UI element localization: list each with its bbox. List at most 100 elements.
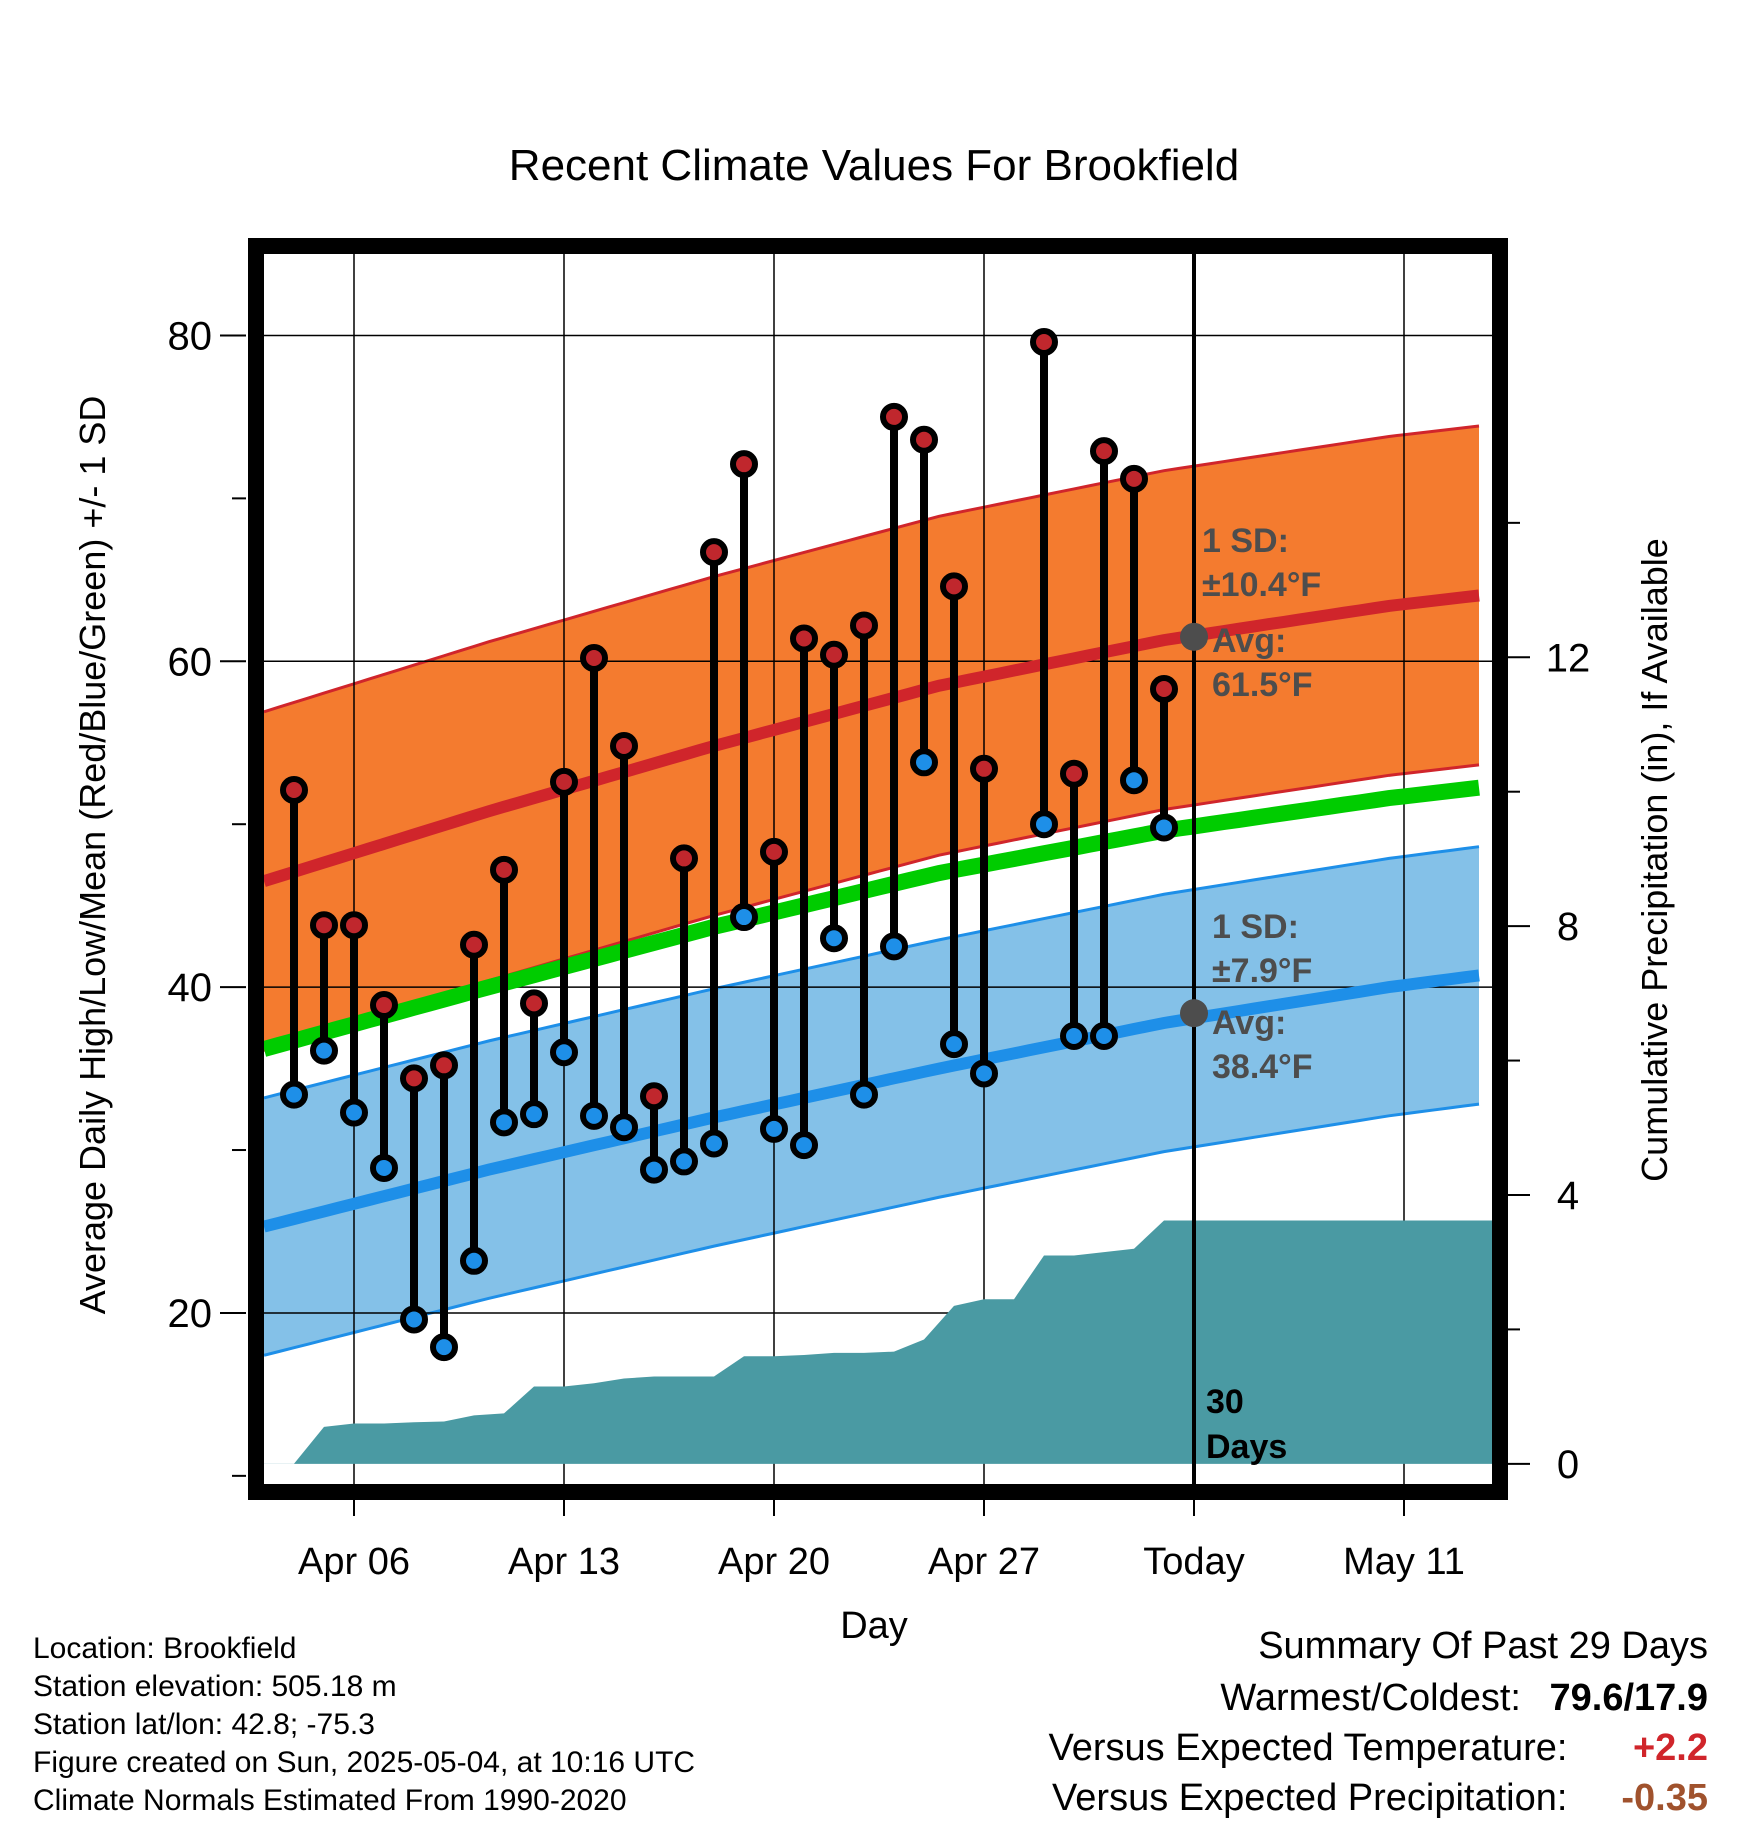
- precip-value: -0.35: [1621, 1777, 1708, 1819]
- plot-frame: [248, 238, 1508, 1500]
- high-point: [760, 837, 788, 866]
- plot-layers: [264, 254, 1492, 1484]
- high-point: [340, 911, 368, 940]
- high-point: [940, 572, 968, 601]
- y2-tick-label: 0: [1557, 1443, 1579, 1487]
- high-point: [790, 624, 818, 653]
- station-latlon: Station lat/lon: 42.8; -75.3: [33, 1708, 375, 1741]
- y2-axis-label: Cumulative Precipitation (in), If Availa…: [1634, 538, 1675, 1182]
- high-point: [610, 732, 638, 760]
- x-axis-label: Day: [840, 1605, 908, 1647]
- chart-title: Recent Climate Values For Brookfield: [509, 141, 1239, 190]
- high-point: [400, 1064, 428, 1093]
- x-tick-label: Apr 27: [928, 1541, 1040, 1583]
- x-tick-label: Apr 20: [718, 1541, 830, 1583]
- low-avg-label: Avg:: [1212, 1004, 1286, 1042]
- mean-line: [264, 779, 1480, 1057]
- low-point: [910, 748, 938, 777]
- high-point: [460, 930, 488, 959]
- y-tick-label: 80: [168, 314, 213, 358]
- low-point: [730, 903, 758, 932]
- low-point: [880, 932, 908, 961]
- low-point: [490, 1108, 518, 1137]
- station-info: Location: Brookfield Station elevation: …: [33, 1630, 695, 1820]
- low-normal-band-lower: [264, 1102, 1480, 1357]
- today-high-avg-marker: [1180, 622, 1208, 651]
- high-point: [1120, 464, 1148, 493]
- low-point: [1090, 1021, 1118, 1050]
- low-point: [700, 1129, 728, 1158]
- high-point: [850, 611, 878, 640]
- today-low-avg-marker: [1180, 999, 1208, 1028]
- high-point: [700, 538, 728, 567]
- x-tick-label: Apr 13: [508, 1541, 620, 1583]
- high-point: [640, 1082, 668, 1111]
- low-point: [340, 1098, 368, 1127]
- low-point: [580, 1101, 608, 1130]
- low-avg-value: 38.4°F: [1212, 1048, 1313, 1086]
- high-point: [730, 450, 758, 479]
- plot-area: 1 SD: ±10.4°F Avg: 61.5°F 1 SD: ±7.9°F Avg: 38.…: [264, 254, 1492, 1484]
- y2-axis: 0 4 8 12: [1508, 521, 1591, 1487]
- low-point: [460, 1246, 488, 1275]
- high-point: [970, 754, 998, 783]
- low-point: [940, 1030, 968, 1059]
- low-point: [1060, 1021, 1088, 1050]
- summary-title: Summary Of Past 29 Days: [1258, 1625, 1708, 1667]
- high-point: [670, 844, 698, 873]
- warmest-value: 79.6/17.9: [1549, 1677, 1708, 1719]
- high-point: [820, 640, 848, 669]
- low-point: [790, 1131, 818, 1160]
- low-point: [430, 1333, 458, 1362]
- high-point: [1030, 327, 1058, 356]
- high-point: [580, 644, 608, 673]
- temp-label: Versus Expected Temperature:: [1048, 1727, 1568, 1769]
- high-point: [880, 402, 908, 431]
- precip-label: Versus Expected Precipitation:: [1052, 1777, 1568, 1819]
- y2-tick-label: 8: [1557, 905, 1579, 949]
- low-normal-band-upper: [264, 845, 1480, 1100]
- y-tick-label: 20: [168, 1292, 213, 1336]
- y2-tick-label: 12: [1546, 636, 1591, 680]
- low-point: [760, 1114, 788, 1143]
- low-sd-label: 1 SD:: [1212, 908, 1299, 946]
- normals-period: Climate Normals Estimated From 1990-2020: [33, 1784, 627, 1817]
- low-point: [670, 1147, 698, 1176]
- y-tick-label: 60: [168, 640, 213, 684]
- low-point: [970, 1059, 998, 1088]
- high-point: [550, 767, 578, 796]
- high-sd-label: 1 SD:: [1202, 522, 1289, 560]
- x-tick-label: Apr 06: [298, 1541, 410, 1583]
- high-avg-value: 61.5°F: [1212, 666, 1313, 704]
- low-point: [550, 1038, 578, 1067]
- high-point: [1090, 437, 1118, 466]
- high-point: [370, 991, 398, 1020]
- summary-warmest-row: Warmest/Coldest: 79.6/17.9: [1220, 1677, 1708, 1720]
- x-axis: Apr 06 Apr 13 Apr 20 Apr 27 Today May 11: [298, 1500, 1465, 1583]
- precip-area: [264, 1220, 1492, 1464]
- y-tick-label: 40: [168, 966, 213, 1010]
- low-point: [1030, 810, 1058, 839]
- high-point: [310, 911, 338, 940]
- high-point: [1060, 759, 1088, 788]
- x-tick-label: May 11: [1343, 1541, 1465, 1583]
- high-mean-line: [264, 589, 1480, 887]
- low-point: [610, 1113, 638, 1142]
- high-point: [910, 425, 938, 454]
- low-point: [280, 1080, 308, 1109]
- days-label-number: 30: [1206, 1383, 1244, 1421]
- temp-value: +2.2: [1632, 1727, 1708, 1769]
- high-sd-value: ±10.4°F: [1202, 566, 1321, 604]
- high-avg-label: Avg:: [1212, 622, 1286, 660]
- low-point: [520, 1100, 548, 1129]
- days-label-text: Days: [1206, 1428, 1287, 1466]
- low-point: [1120, 766, 1148, 795]
- low-point: [370, 1153, 398, 1182]
- warmest-label: Warmest/Coldest:: [1220, 1677, 1521, 1719]
- high-point: [280, 775, 308, 804]
- low-point: [310, 1036, 338, 1065]
- high-point: [520, 989, 548, 1018]
- low-point: [850, 1080, 878, 1109]
- high-point: [490, 855, 518, 884]
